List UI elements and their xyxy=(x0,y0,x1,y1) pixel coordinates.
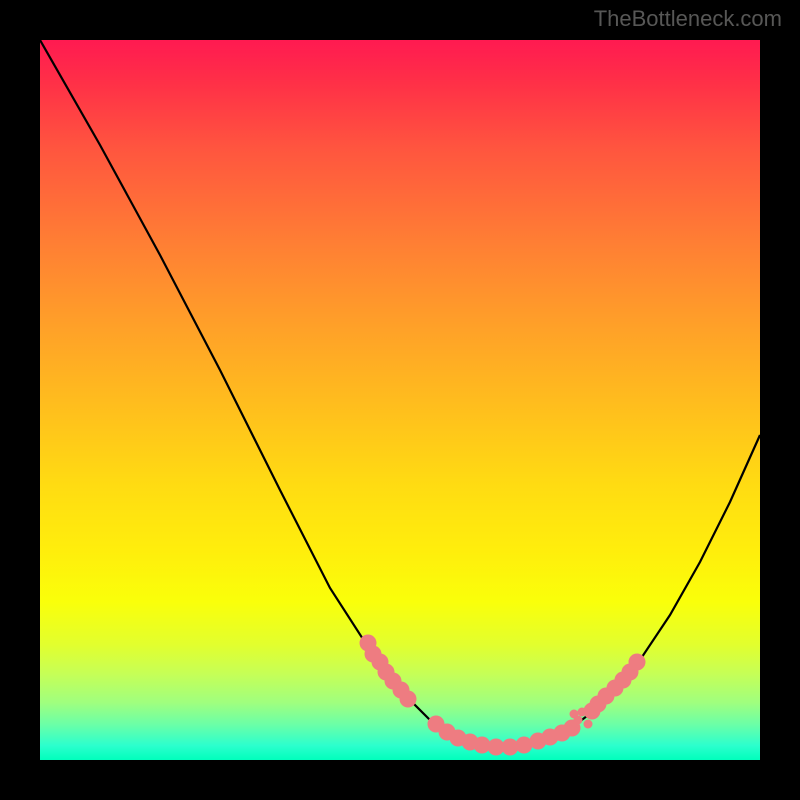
data-marker xyxy=(629,654,646,671)
data-marker xyxy=(584,720,593,729)
data-marker xyxy=(578,708,587,717)
attribution-text: TheBottleneck.com xyxy=(594,6,782,32)
bottleneck-curve xyxy=(40,40,760,760)
data-marker xyxy=(574,716,583,725)
data-marker xyxy=(400,691,417,708)
plot-area xyxy=(40,40,760,760)
